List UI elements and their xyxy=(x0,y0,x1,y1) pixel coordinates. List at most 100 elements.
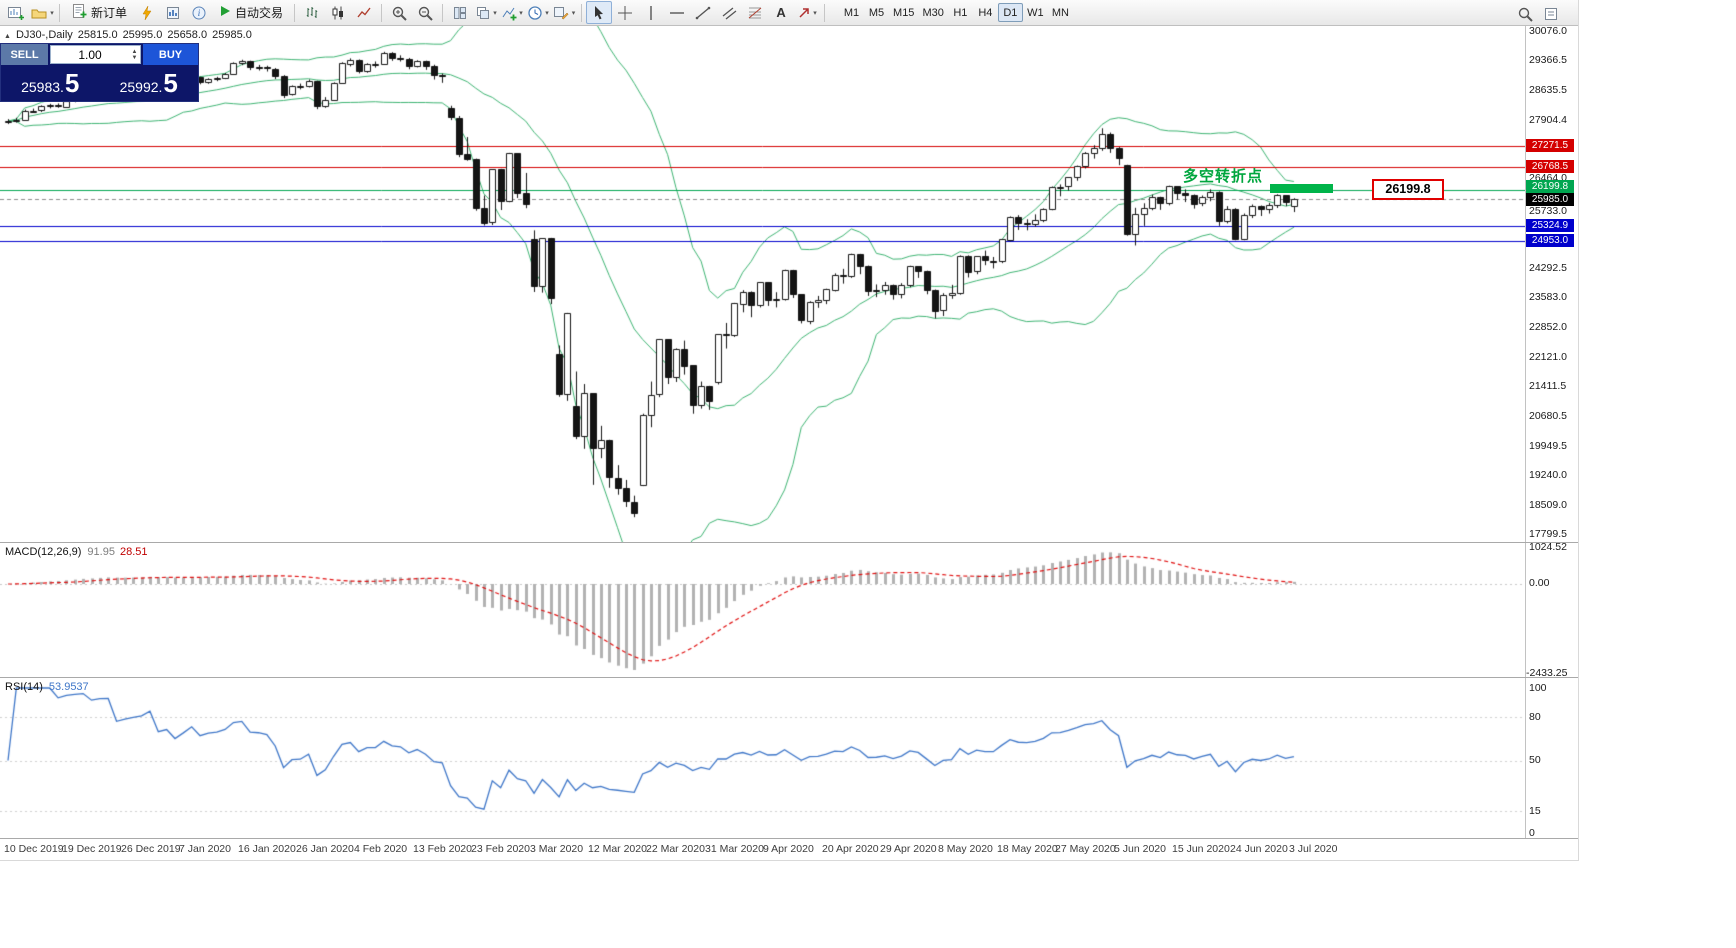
high-value: 25995.0 xyxy=(122,29,163,41)
toolbar-separator xyxy=(59,3,60,22)
price-callout-label[interactable]: 26199.8 xyxy=(1372,179,1444,200)
macd-panel-canvas[interactable] xyxy=(0,543,1525,677)
tf-d1[interactable]: D1 xyxy=(997,3,1023,22)
text-icon[interactable]: A xyxy=(776,5,786,20)
help-icon[interactable]: i xyxy=(186,1,212,24)
date-tick: 23 Feb 2020 xyxy=(471,843,530,855)
tf-m1[interactable]: M1 xyxy=(839,3,864,22)
quick-search-icon[interactable] xyxy=(1512,2,1538,25)
tf-m15[interactable]: M15 xyxy=(889,3,918,22)
candlestick-chart-icon[interactable] xyxy=(325,1,351,24)
rsi-scale-15: 15 xyxy=(1529,805,1541,817)
volume-input[interactable]: 1.00 ▲ ▼ xyxy=(50,45,141,64)
level-tag-green: 26199.8 xyxy=(1526,180,1574,193)
rsi-label-row: RSI(14) 53.9537 xyxy=(5,681,89,693)
market-watch-icon[interactable] xyxy=(160,1,186,24)
rsi-panel-canvas[interactable] xyxy=(0,678,1525,838)
toolbar-separator xyxy=(381,3,383,22)
close-value: 25985.0 xyxy=(212,29,252,41)
price-tick: 24292.5 xyxy=(1529,262,1567,274)
collapse-icon[interactable]: ▲ xyxy=(4,33,11,40)
volume-spinner[interactable]: ▲ ▼ xyxy=(129,49,140,61)
buy-price-pip: 5 xyxy=(163,68,178,98)
equidistant-channel-icon[interactable] xyxy=(716,1,742,24)
objects-list-icon[interactable] xyxy=(1538,2,1564,25)
horizontal-line-icon[interactable] xyxy=(664,1,690,24)
new-chart-icon[interactable] xyxy=(3,1,29,24)
new-order-button[interactable]: 新订单 xyxy=(64,2,134,24)
date-tick: 10 Dec 2019 xyxy=(4,843,64,855)
date-tick: 7 Jan 2020 xyxy=(179,843,231,855)
price-tick: 20680.5 xyxy=(1529,410,1567,422)
mt4-window: ▾ 新订单 i 自动交易 ▾ ▾ ▾ ▾ A ▾ xyxy=(0,0,1579,861)
chevron-down-icon: ▾ xyxy=(545,9,549,17)
date-tick: 18 May 2020 xyxy=(997,843,1058,855)
rsi-name: RSI(14) xyxy=(5,681,43,693)
date-tick: 26 Dec 2019 xyxy=(121,843,181,855)
periods-icon[interactable]: ▾ xyxy=(525,1,551,24)
price-tick: 19240.0 xyxy=(1529,469,1567,481)
spinner-up-icon[interactable]: ▲ xyxy=(131,48,138,55)
price-tick: 28635.5 xyxy=(1529,84,1567,96)
templates-icon[interactable]: ▾ xyxy=(551,1,577,24)
macd-scale-zero: 0.00 xyxy=(1529,577,1550,589)
green-rectangle-object[interactable] xyxy=(1270,184,1333,193)
level-tag-blue-upper: 25324.9 xyxy=(1526,219,1574,232)
main-chart-canvas[interactable] xyxy=(0,26,1525,542)
line-chart-icon[interactable] xyxy=(351,1,377,24)
fibonacci-icon[interactable] xyxy=(742,1,768,24)
open-value: 25815.0 xyxy=(77,29,118,41)
crosshair-icon[interactable] xyxy=(612,1,638,24)
toolbar-separator xyxy=(294,3,296,22)
tile-windows-icon[interactable] xyxy=(447,1,473,24)
macd-scale-min: -2433.25 xyxy=(1526,667,1568,679)
toolbar-separator xyxy=(581,3,583,22)
zoom-out-icon[interactable] xyxy=(412,1,438,24)
sell-button[interactable]: SELL xyxy=(1,44,48,65)
tf-h4[interactable]: H4 xyxy=(973,3,998,22)
svg-text:i: i xyxy=(198,8,201,18)
buy-price: 25992. 5 xyxy=(100,65,199,101)
tf-m30[interactable]: M30 xyxy=(918,3,947,22)
cursor-icon[interactable] xyxy=(586,1,613,24)
date-tick: 8 May 2020 xyxy=(938,843,993,855)
date-tick: 20 Apr 2020 xyxy=(822,843,879,855)
tf-h1[interactable]: H1 xyxy=(948,3,973,22)
zoom-in-icon[interactable] xyxy=(386,1,412,24)
timeframe-group: M1 M5 M15 M30 H1 H4 D1 W1 MN xyxy=(839,3,1073,22)
chevron-down-icon: ▾ xyxy=(571,9,576,17)
one-click-trading-widget: SELL 1.00 ▲ ▼ BUY 25983. 5 25992. 5 xyxy=(0,43,199,102)
arrows-icon[interactable]: ▾ xyxy=(794,1,820,24)
macd-name: MACD(12,26,9) xyxy=(5,546,82,558)
symbol-period-label: DJ30-,Daily xyxy=(15,29,73,41)
date-tick: 13 Feb 2020 xyxy=(413,843,472,855)
profiles-icon[interactable]: ▾ xyxy=(29,1,55,24)
chevron-down-icon: ▾ xyxy=(493,9,497,17)
arrange-windows-icon[interactable]: ▾ xyxy=(473,1,499,24)
bar-chart-icon[interactable] xyxy=(299,1,325,24)
alerts-icon[interactable] xyxy=(134,1,160,24)
price-tick: 30076.0 xyxy=(1529,25,1567,37)
chevron-down-icon: ▾ xyxy=(519,9,523,17)
vertical-line-icon[interactable] xyxy=(638,1,664,24)
chart-info-line: ▲ DJ30-,Daily 25815.0 25995.0 25658.0 25985.0 xyxy=(4,29,257,41)
tf-w1[interactable]: W1 xyxy=(1023,3,1048,22)
chart-annotation-text[interactable]: 多空转折点 xyxy=(1183,168,1264,185)
date-tick: 24 Jun 2020 xyxy=(1230,843,1288,855)
buy-button[interactable]: BUY xyxy=(143,44,198,65)
spinner-down-icon[interactable]: ▼ xyxy=(131,54,138,61)
rsi-panel-splitter[interactable] xyxy=(0,677,1578,678)
sell-price: 25983. 5 xyxy=(1,65,100,101)
macd-panel-splitter[interactable] xyxy=(0,542,1578,543)
price-tick: 21411.5 xyxy=(1529,380,1567,392)
chevron-down-icon: ▾ xyxy=(50,9,54,17)
indicators-icon[interactable]: ▾ xyxy=(499,1,525,24)
date-tick: 9 Apr 2020 xyxy=(763,843,814,855)
macd-label-row: MACD(12,26,9) 91.95 28.51 xyxy=(5,546,147,558)
trendline-icon[interactable] xyxy=(690,1,716,24)
tf-mn[interactable]: MN xyxy=(1048,3,1073,22)
rsi-scale-0: 0 xyxy=(1529,827,1535,839)
autotrading-button[interactable]: 自动交易 xyxy=(212,2,290,24)
tf-m5[interactable]: M5 xyxy=(864,3,889,22)
level-tag-blue-lower: 24953.0 xyxy=(1526,234,1574,247)
